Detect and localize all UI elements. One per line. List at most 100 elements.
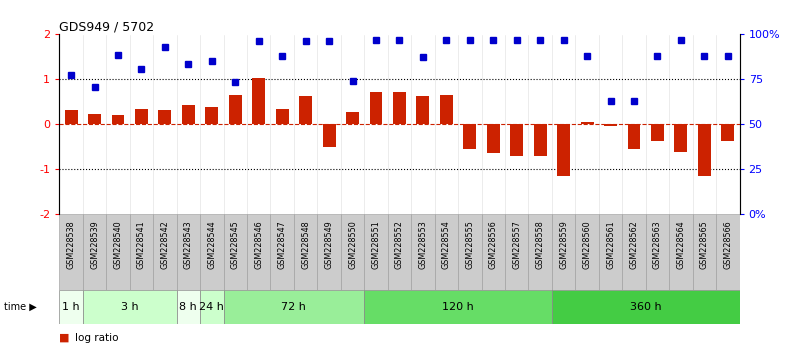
Bar <box>299 96 312 124</box>
Text: GSM228549: GSM228549 <box>324 220 334 269</box>
Bar <box>224 290 365 324</box>
Text: 120 h: 120 h <box>442 302 474 312</box>
Bar <box>176 214 200 290</box>
Text: GSM228562: GSM228562 <box>630 220 638 269</box>
Bar <box>323 124 335 147</box>
Bar <box>528 214 552 290</box>
Bar <box>417 96 430 124</box>
Bar <box>369 92 383 124</box>
Bar <box>135 108 148 124</box>
Text: GSM228541: GSM228541 <box>137 220 146 269</box>
Bar <box>106 214 130 290</box>
Text: GSM228550: GSM228550 <box>348 220 357 269</box>
Text: 360 h: 360 h <box>630 302 661 312</box>
Bar <box>505 214 528 290</box>
Bar <box>464 124 476 149</box>
Text: GSM228566: GSM228566 <box>723 220 732 269</box>
Bar <box>346 112 359 124</box>
Bar <box>599 214 623 290</box>
Bar <box>83 290 176 324</box>
Text: 8 h: 8 h <box>180 302 197 312</box>
Text: GSM228542: GSM228542 <box>161 220 169 269</box>
Bar <box>200 290 224 324</box>
Text: GSM228552: GSM228552 <box>395 220 404 269</box>
Text: 1 h: 1 h <box>62 302 80 312</box>
Text: GSM228560: GSM228560 <box>583 220 592 269</box>
Text: GSM228563: GSM228563 <box>653 220 662 269</box>
Bar <box>206 107 218 124</box>
Text: GSM228554: GSM228554 <box>442 220 451 269</box>
Bar <box>59 290 83 324</box>
Text: GSM228548: GSM228548 <box>301 220 310 269</box>
Bar <box>130 214 153 290</box>
Text: GSM228559: GSM228559 <box>559 220 568 269</box>
Bar <box>224 214 247 290</box>
Text: 3 h: 3 h <box>121 302 138 312</box>
Bar <box>59 214 83 290</box>
Text: 24 h: 24 h <box>199 302 224 312</box>
Bar <box>440 95 452 124</box>
Text: GSM228556: GSM228556 <box>489 220 498 269</box>
Text: GSM228565: GSM228565 <box>700 220 709 269</box>
Bar <box>458 214 482 290</box>
Bar <box>271 214 294 290</box>
Bar <box>486 124 500 153</box>
Bar <box>252 78 265 124</box>
Bar <box>83 214 106 290</box>
Text: GSM228551: GSM228551 <box>372 220 380 269</box>
Bar <box>294 214 317 290</box>
Bar <box>675 124 687 152</box>
Bar <box>698 124 711 176</box>
Text: GSM228547: GSM228547 <box>278 220 286 269</box>
Text: ■: ■ <box>59 333 70 343</box>
Bar <box>482 214 505 290</box>
Bar <box>276 108 289 124</box>
Bar <box>365 290 552 324</box>
Text: GSM228543: GSM228543 <box>184 220 193 269</box>
Bar <box>158 110 172 124</box>
Bar <box>393 92 406 124</box>
Bar <box>365 214 388 290</box>
Bar <box>388 214 411 290</box>
Text: GSM228545: GSM228545 <box>231 220 240 269</box>
Bar <box>552 290 740 324</box>
Bar <box>182 105 195 124</box>
Bar <box>341 214 365 290</box>
Text: GSM228540: GSM228540 <box>113 220 123 269</box>
Text: GDS949 / 5702: GDS949 / 5702 <box>59 20 154 33</box>
Text: GSM228539: GSM228539 <box>90 220 99 269</box>
Bar <box>645 214 669 290</box>
Text: GSM228538: GSM228538 <box>66 220 76 269</box>
Bar <box>623 214 645 290</box>
Bar <box>153 214 176 290</box>
Text: GSM228558: GSM228558 <box>536 220 545 269</box>
Text: GSM228564: GSM228564 <box>676 220 686 269</box>
Bar <box>575 214 599 290</box>
Bar <box>510 124 523 156</box>
Text: time ▶: time ▶ <box>4 302 36 312</box>
Bar <box>721 124 734 141</box>
Bar <box>604 124 617 126</box>
Bar <box>552 214 575 290</box>
Bar <box>716 214 740 290</box>
Bar <box>65 110 78 124</box>
Bar <box>200 214 224 290</box>
Bar <box>88 114 101 124</box>
Bar <box>557 124 570 176</box>
Bar <box>247 214 271 290</box>
Bar <box>534 124 547 157</box>
Text: GSM228546: GSM228546 <box>254 220 263 269</box>
Text: GSM228561: GSM228561 <box>606 220 615 269</box>
Text: GSM228553: GSM228553 <box>418 220 427 269</box>
Bar <box>627 124 641 149</box>
Bar <box>669 214 693 290</box>
Text: log ratio: log ratio <box>75 333 119 343</box>
Text: 72 h: 72 h <box>282 302 306 312</box>
Text: GSM228555: GSM228555 <box>465 220 475 269</box>
Bar <box>317 214 341 290</box>
Bar <box>651 124 664 141</box>
Bar <box>693 214 716 290</box>
Text: GSM228557: GSM228557 <box>513 220 521 269</box>
Text: GSM228544: GSM228544 <box>207 220 216 269</box>
Bar <box>434 214 458 290</box>
